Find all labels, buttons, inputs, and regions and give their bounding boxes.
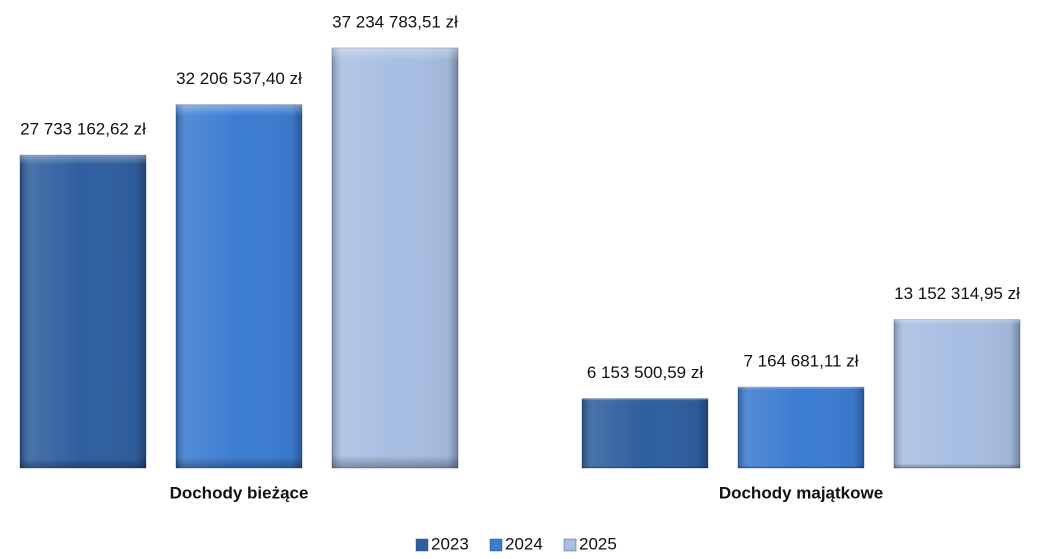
value-label: 13 152 314,95 zł (894, 284, 1020, 303)
value-label: 6 153 500,59 zł (587, 363, 703, 382)
value-label: 37 234 783,51 zł (332, 12, 458, 31)
legend-label: 2025 (579, 534, 617, 553)
bar (331, 47, 459, 469)
bar (175, 104, 303, 469)
legend-swatch (489, 538, 503, 552)
bar (737, 386, 865, 469)
bar (893, 319, 1021, 469)
bar (581, 398, 709, 469)
legend-swatch (563, 538, 577, 552)
legend-label: 2023 (431, 534, 469, 553)
category-label: Dochody bieżące (170, 483, 309, 502)
legend-label: 2024 (505, 534, 543, 553)
value-label: 7 164 681,11 zł (744, 352, 859, 371)
category-label: Dochody majątkowe (719, 483, 883, 502)
bar (19, 154, 147, 469)
value-label: 27 733 162,62 zł (20, 120, 146, 139)
value-label: 32 206 537,40 zł (176, 69, 302, 88)
legend-swatch (415, 538, 429, 552)
